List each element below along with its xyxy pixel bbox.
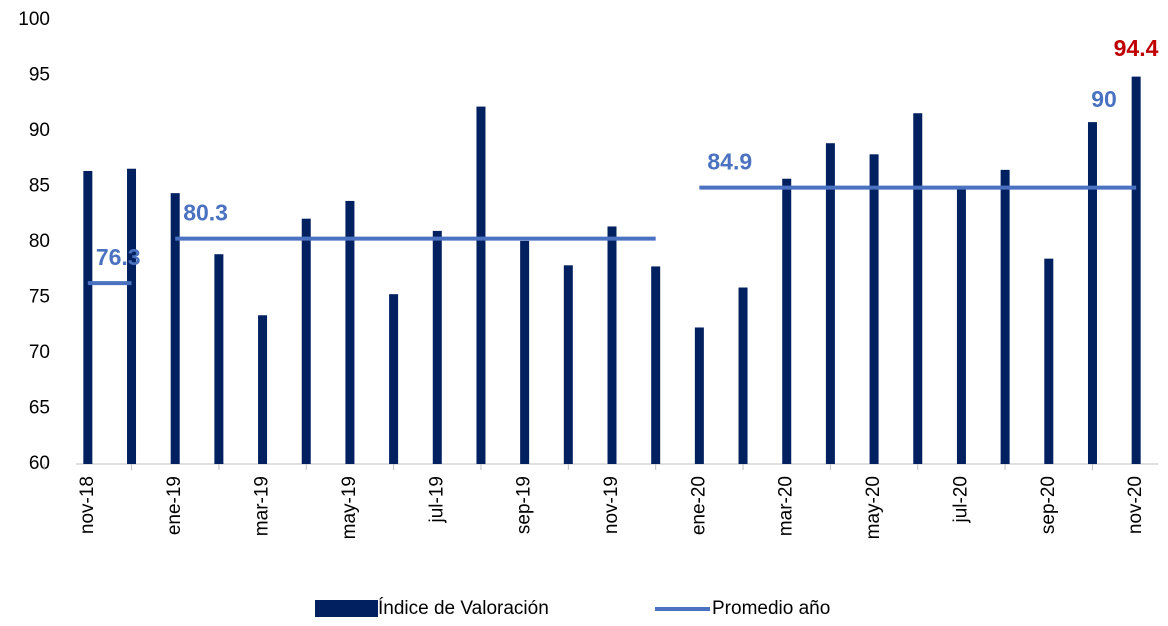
bar [738,287,748,464]
x-tick-label: jul-19 [426,476,447,523]
average-label: 84.9 [707,149,752,175]
bar [607,226,617,464]
y-tick-label: 90 [29,120,50,141]
bar [913,113,923,465]
bar [345,200,355,464]
bar [214,254,224,464]
bar [869,154,879,464]
y-tick-label: 100 [18,9,50,30]
x-tick-label: nov-20 [1125,476,1146,534]
x-tick-label: nov-18 [77,476,98,534]
bar [170,193,180,464]
x-tick-label: nov-19 [601,476,622,534]
bar [1131,76,1141,465]
bar [258,315,268,464]
legend-swatch [315,600,378,617]
bar [956,186,966,464]
x-tick-label: sep-19 [514,476,535,534]
bar [389,294,399,464]
annotation: 90 [1091,86,1117,112]
x-tick-label: mar-20 [776,476,797,536]
bar [651,266,661,464]
bar [1000,169,1010,464]
x-tick-label: ene-19 [164,476,185,535]
x-tick-label: may-20 [863,476,884,539]
bar [301,218,311,464]
legend-label: Promedio año [712,598,830,619]
bar [520,240,530,464]
bar [825,143,835,464]
y-tick-label: 75 [29,287,50,308]
bar [1044,258,1054,464]
y-tick-label: 85 [29,176,50,197]
bar [432,230,442,464]
x-tick-label: ene-20 [688,476,709,535]
bar [563,265,573,464]
y-tick-label: 95 [29,65,50,86]
legend-label: Índice de Valoración [378,598,549,619]
x-tick-label: sep-20 [1038,476,1059,534]
bar [127,168,137,465]
y-tick-label: 65 [29,398,50,419]
x-tick-label: jul-20 [950,476,971,523]
x-tick-label: mar-19 [252,476,273,536]
bar [694,327,704,464]
average-label: 76.3 [96,244,141,270]
y-tick-label: 80 [29,231,50,252]
y-tick-label: 60 [29,453,50,474]
bar [83,170,93,464]
bar [476,106,486,464]
y-tick-label: 70 [29,342,50,363]
x-tick-label: may-19 [339,476,360,539]
annotation: 94.4 [1114,35,1159,61]
bar [1087,122,1097,465]
average-label: 80.3 [183,200,228,226]
bar [782,178,792,465]
